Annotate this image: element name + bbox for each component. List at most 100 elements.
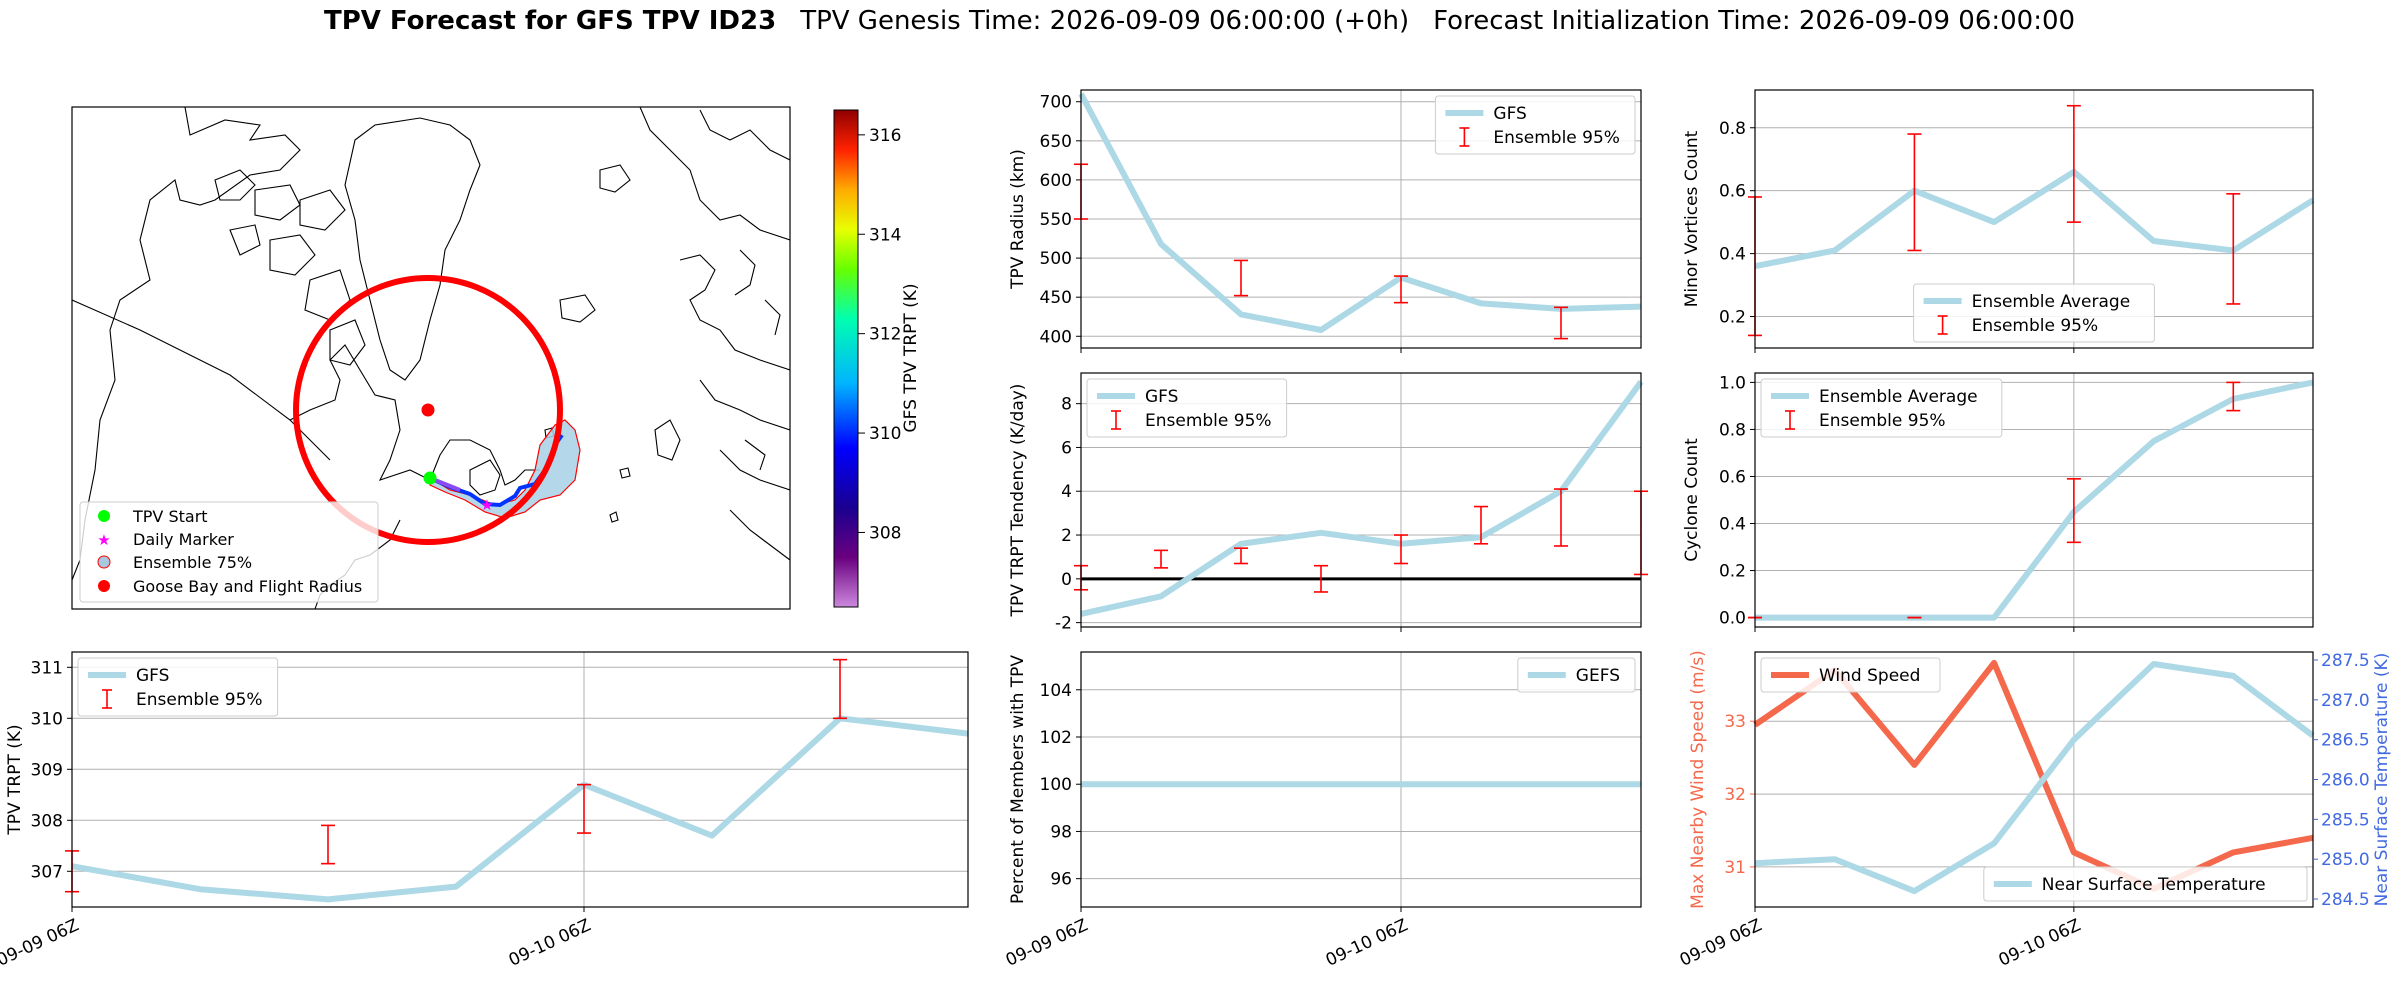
- chart-panel-wind: 31 32 33 Max Nearby Wind Speed (m/s) 09-09 0…: [1677, 650, 2392, 971]
- colorbar-ticks: 308 310 312 314 316: [858, 126, 901, 543]
- plot-frame: [1080, 89, 1642, 349]
- y-axis-label: Cyclone Count: [1682, 438, 1702, 562]
- y-tick-label: 0.8: [1719, 420, 1746, 440]
- y-tick-label: 8: [1061, 395, 1072, 415]
- legend-box: [1913, 283, 2155, 343]
- y-tick-label: 307: [31, 862, 63, 882]
- legend-label: Ensemble Average: [1819, 387, 1978, 407]
- y-tick-label: 0.2: [1719, 562, 1746, 582]
- y-tick-label: 0: [1061, 570, 1072, 590]
- coast-alaska-border: [72, 299, 331, 461]
- goose-bay-marker: [421, 403, 435, 417]
- legend-label: Ensemble 95%: [1972, 316, 2099, 336]
- legend-box: [1517, 657, 1636, 693]
- legend-tpv-start-icon: [98, 510, 110, 522]
- map-panel: ★ TPV Start ★ Daily Marker Ensemble 75% …: [71, 106, 921, 610]
- series-line-gfs: [1080, 380, 1644, 617]
- legend: GFS Ensemble 95%: [77, 657, 279, 717]
- legend-box: [1434, 95, 1636, 155]
- chart-panels: 400 450 500 550 600 650 700 TPV Radius (km) GFS E…: [0, 89, 2392, 971]
- legend-goose-bay: Goose Bay and Flight Radius: [133, 577, 362, 596]
- y-axis-label: Max Nearby Wind Speed (m/s): [1688, 650, 1708, 909]
- legend: Ensemble Average Ensemble 95%: [1760, 378, 2003, 438]
- y-tick-label: 32: [1724, 785, 1746, 805]
- y-tick-label: 309: [31, 760, 63, 780]
- colorbar-label: GFS TPV TRPT (K): [901, 283, 921, 432]
- legend-label: Ensemble 95%: [136, 690, 263, 710]
- chart-panel-percent: 96 98 100 102 104 Percent of Members with TPV…: [1003, 651, 1642, 971]
- legend-ensemble-icon: [97, 555, 111, 569]
- chart-panel-cyclone: 0.0 0.2 0.4 0.6 0.8 1.0 Cyclone Count Ensemble …: [1682, 372, 2314, 632]
- coast-iceland: [559, 294, 596, 323]
- chart-panel-trpt: 307 308 309 310 311 TPV TRPT (K) 09-09 06Z 09-1…: [0, 651, 969, 971]
- y-tick-label: 450: [1040, 288, 1072, 308]
- coast-baffin: [329, 319, 366, 366]
- y-tick-label: 98: [1050, 822, 1072, 842]
- x-tick-label: 09-09 06Z: [1677, 915, 1765, 970]
- legend-label: GFS: [136, 666, 169, 686]
- colorbar-tick-label: 310: [869, 424, 901, 444]
- y-axis-label: Percent of Members with TPV: [1008, 655, 1028, 904]
- y-tick-label: 308: [31, 811, 63, 831]
- y-tick-label: 650: [1040, 132, 1072, 152]
- y-tick-label: 31: [1724, 858, 1746, 878]
- legend-label: Near Surface Temperature: [2042, 875, 2266, 895]
- chart-panel-tendency: -2 0 2 4 6 8 TPV TRPT Tendency (K/day) GFS Ensem…: [1008, 372, 1648, 634]
- y-tick-label: 100: [1040, 775, 1072, 795]
- y-tick-label: 0.2: [1719, 308, 1746, 328]
- y-axis-label: TPV TRPT Tendency (K/day): [1008, 384, 1028, 618]
- y-tick-label: 33: [1724, 712, 1746, 732]
- plot-frame: [1754, 89, 2314, 349]
- y-tick-label: 0.6: [1719, 182, 1746, 202]
- chart-panel-minor: 0.2 0.4 0.6 0.8 Minor Vortices Count Ensemble…: [1682, 89, 2315, 353]
- y-tick-label: 400: [1040, 327, 1072, 347]
- legend-box: [77, 657, 279, 717]
- legend-label: Ensemble 95%: [1819, 411, 1946, 431]
- coast-greenland: [344, 117, 481, 381]
- colorbar-tick-label: 314: [869, 225, 901, 245]
- y-tick-label: 4: [1061, 482, 1072, 502]
- y-tick-label: 102: [1040, 728, 1072, 748]
- legend-box: [1983, 866, 2308, 902]
- legend-tpv-start: TPV Start: [132, 507, 208, 526]
- legend-daily-marker: Daily Marker: [133, 530, 234, 549]
- y-tick-label: 600: [1040, 171, 1072, 191]
- tpv-start-marker: [423, 471, 437, 485]
- y2-tick-label: 287.0: [2321, 691, 2370, 711]
- coast-scandinavia: [699, 109, 790, 161]
- coast-newfoundland: [469, 459, 501, 496]
- legend: Ensemble Average Ensemble 95%: [1913, 283, 2155, 343]
- y-tick-label: 6: [1061, 438, 1072, 458]
- chart-panel-radius: 400 450 500 550 600 650 700 TPV Radius (km) GFS E…: [1008, 89, 1642, 353]
- legend-daily-marker-icon: ★: [97, 531, 110, 549]
- figure-title: TPV Forecast for GFS TPV ID23 TPV Genesis…: [0, 6, 2399, 36]
- series-line-gfs: [1078, 92, 1642, 333]
- y-tick-label: 700: [1040, 93, 1072, 113]
- coast-hudson-bay: [289, 344, 431, 481]
- colorbar-tick-label: 312: [869, 325, 901, 345]
- legend-ensemble-75: Ensemble 75%: [133, 553, 252, 572]
- series-line-gfs: [71, 715, 969, 903]
- legend: GEFS: [1517, 657, 1636, 693]
- y2-tick-label: 285.0: [2321, 850, 2370, 870]
- y-tick-label: 104: [1040, 681, 1072, 701]
- x-tick-label: 09-10 06Z: [1996, 915, 2084, 970]
- y-tick-label: 0.0: [1719, 609, 1746, 629]
- series-line-near-surface-temperature: [1754, 661, 2315, 895]
- y-tick-label: 500: [1040, 249, 1072, 269]
- daily-marker: ★: [480, 496, 493, 514]
- map-legend: TPV Start ★ Daily Marker Ensemble 75% Go…: [79, 501, 379, 603]
- x-tick-label: 09-10 06Z: [1323, 915, 1411, 970]
- y-axis-label: TPV TRPT (K): [5, 724, 25, 835]
- title-init-time: Forecast Initialization Time: 2026-09-09…: [1433, 6, 2076, 36]
- series-line-ensemble-average: [1755, 379, 2314, 621]
- coast-labrador: [429, 439, 540, 486]
- plot-area: [1081, 652, 1641, 907]
- y-tick-label: 0.4: [1719, 515, 1746, 535]
- legend-label: Wind Speed: [1819, 666, 1920, 686]
- plot-frame: [1754, 372, 2314, 628]
- coast-europe: [639, 107, 790, 561]
- y2-tick-label: 287.5: [2321, 651, 2370, 671]
- y-tick-label: 0.6: [1719, 467, 1746, 487]
- y-tick-label: 0.4: [1719, 245, 1746, 265]
